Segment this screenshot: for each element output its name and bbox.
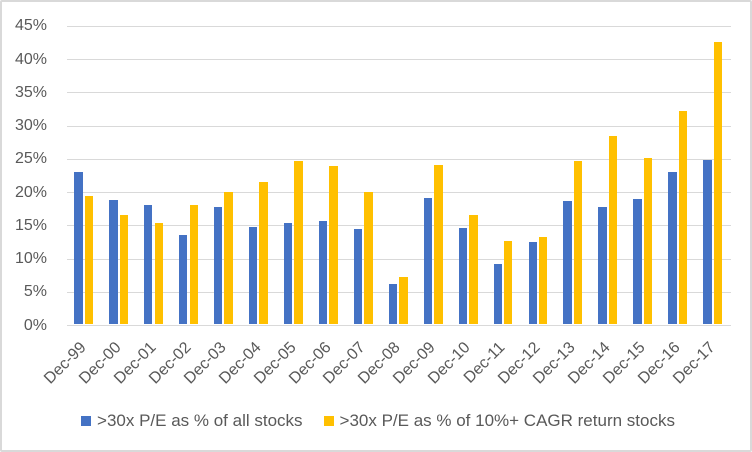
- bar-Dec-10-series0: [458, 228, 467, 325]
- bar-Dec-13-series1: [573, 160, 583, 325]
- gridline-40%: [67, 59, 731, 61]
- legend-item-cagr-stocks: >30x P/E as % of 10%+ CAGR return stocks: [323, 411, 675, 430]
- bar-Dec-16-series1: [678, 111, 688, 325]
- gridline-35%: [67, 92, 731, 94]
- bar-Dec-09-series1: [434, 164, 443, 325]
- y-axis-tick-label: 10%: [14, 250, 47, 267]
- bar-Dec-13-series0: [563, 200, 572, 325]
- y-axis-tick-label: 0%: [23, 316, 47, 334]
- y-axis-tick-label: 15%: [14, 216, 47, 234]
- bar-Dec-06-series0: [318, 220, 328, 325]
- gridline-5%: [67, 291, 731, 293]
- bar-Dec-11-series1: [504, 240, 513, 325]
- bar-Dec-01-series0: [144, 204, 153, 325]
- bar-Dec-99-series1: [84, 196, 94, 325]
- bar-Dec-12-series0: [528, 242, 537, 325]
- bar-Dec-14-series1: [608, 135, 618, 325]
- bar-Dec-00-series0: [109, 200, 118, 325]
- bar-Dec-01-series1: [154, 222, 163, 325]
- legend: >30x P/E as % of all stocks >30x P/E as …: [2, 411, 750, 430]
- legend-label-all-stocks: >30x P/E as % of all stocks: [97, 411, 303, 430]
- y-axis-tick-label: 5%: [23, 283, 47, 301]
- gridline-10%: [67, 258, 731, 260]
- bar-Dec-08-series1: [399, 277, 408, 325]
- y-axis-tick-label: 30%: [14, 117, 47, 135]
- bar-Dec-02-series0: [179, 235, 188, 325]
- bar-Dec-99-series0: [74, 171, 83, 325]
- legend-label-cagr-stocks: >30x P/E as % of 10%+ CAGR return stocks: [339, 411, 675, 430]
- bar-Dec-00-series1: [119, 214, 129, 325]
- bar-Dec-15-series1: [643, 158, 653, 325]
- bar-Dec-02-series1: [189, 204, 198, 325]
- bar-Dec-14-series0: [598, 207, 607, 325]
- y-axis-tick-label: 20%: [14, 183, 47, 201]
- x-axis-line: [67, 324, 731, 326]
- bar-Dec-08-series0: [388, 283, 398, 325]
- bar-Dec-10-series1: [469, 214, 478, 325]
- bar-Dec-09-series0: [423, 198, 433, 325]
- y-axis-tick-label: 35%: [14, 83, 47, 101]
- y-axis-tick-label: 40%: [14, 50, 47, 68]
- bar-Dec-04-series0: [248, 226, 258, 325]
- y-axis-tick-label: 25%: [14, 150, 47, 168]
- bar-Dec-04-series1: [259, 181, 268, 325]
- bar-Dec-17-series1: [713, 41, 723, 325]
- bar-Dec-03-series0: [213, 207, 223, 325]
- bar-Dec-07-series1: [364, 192, 373, 325]
- bar-Dec-05-series0: [283, 223, 293, 325]
- gridline-25%: [67, 158, 731, 160]
- bar-Dec-16-series0: [668, 172, 677, 325]
- gridline-30%: [67, 125, 731, 127]
- gridline-20%: [67, 192, 731, 194]
- legend-swatch-yellow-icon: [323, 416, 334, 426]
- legend-item-all-stocks: >30x P/E as % of all stocks: [81, 412, 303, 430]
- bar-Dec-15-series0: [633, 198, 642, 325]
- gridline-45%: [67, 25, 731, 27]
- bar-Dec-03-series1: [224, 191, 233, 325]
- bar-Dec-17-series0: [703, 160, 712, 325]
- bar-Dec-12-series1: [539, 237, 548, 325]
- gridline-15%: [67, 225, 731, 227]
- bar-Dec-11-series0: [493, 263, 502, 325]
- bar-Dec-07-series0: [353, 228, 363, 325]
- y-axis-tick-label: 45%: [14, 17, 47, 35]
- legend-swatch-blue-icon: [81, 416, 92, 426]
- bar-Dec-05-series1: [294, 160, 303, 325]
- bar-Dec-06-series1: [329, 165, 338, 325]
